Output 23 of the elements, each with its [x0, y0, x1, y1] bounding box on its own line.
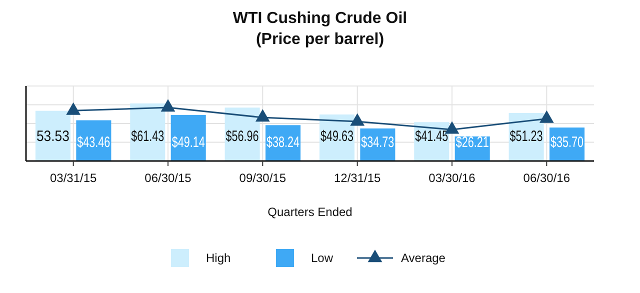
legend-label: High — [206, 251, 231, 265]
data-label: $26.21 — [456, 134, 502, 151]
x-tick-label: 09/30/15 — [239, 171, 286, 185]
legend-label: Average — [401, 251, 446, 265]
x-tick-label: 06/30/16 — [523, 171, 570, 185]
x-tick-label: 06/30/15 — [144, 171, 192, 185]
data-label: $43.46 — [77, 134, 124, 151]
point — [160, 99, 176, 112]
data-label: $34.73 — [361, 134, 408, 151]
point — [66, 102, 81, 115]
data-label: 53.53 — [36, 128, 74, 145]
data-label: $38.24 — [266, 134, 312, 151]
x-tick-label: 03/30/16 — [428, 171, 476, 185]
x-tick-label: 12/31/15 — [334, 171, 382, 185]
chart-title: WTI Cushing Crude Oil (Price per barrel) — [232, 10, 408, 48]
point — [255, 109, 270, 122]
point — [350, 113, 365, 126]
x-tick-label: 03/31/15 — [50, 171, 98, 185]
legend-label: Low — [311, 251, 334, 265]
data-label: $49.14 — [172, 134, 218, 151]
data-label: $35.70 — [550, 134, 596, 151]
x-axis-title: Quarters Ended — [268, 205, 352, 219]
point — [539, 110, 554, 123]
